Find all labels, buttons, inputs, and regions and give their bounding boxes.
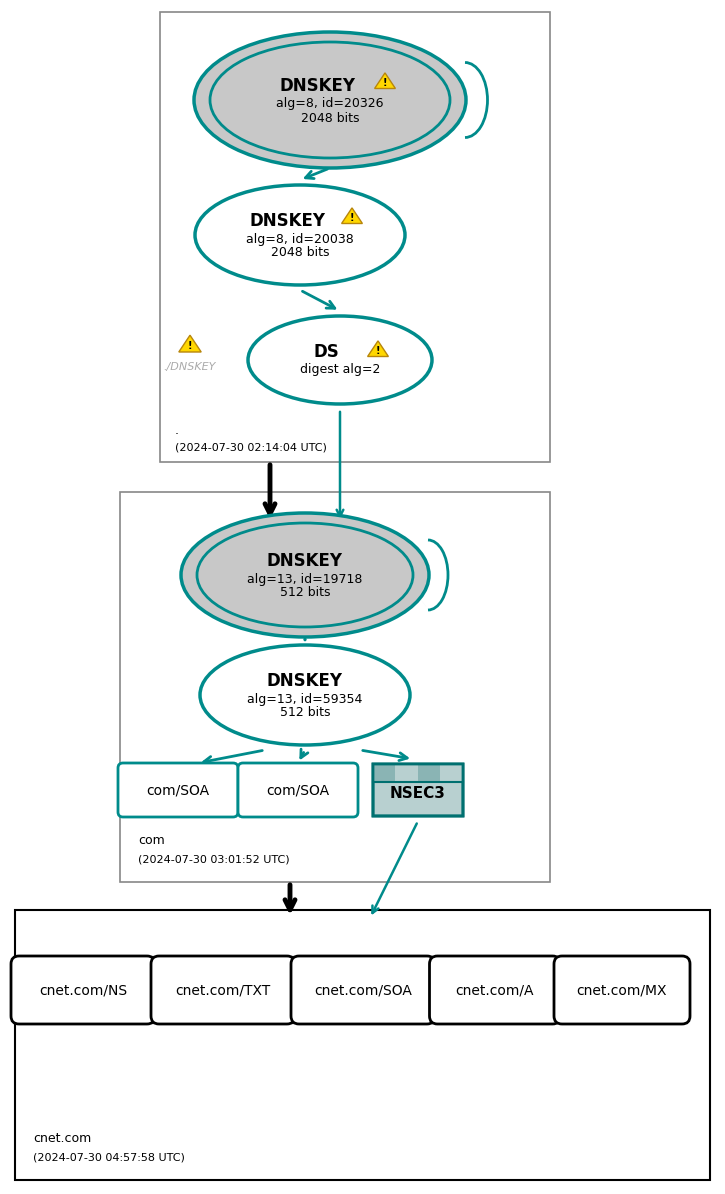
Polygon shape — [375, 73, 395, 88]
Text: (2024-07-30 03:01:52 UTC): (2024-07-30 03:01:52 UTC) — [138, 854, 289, 864]
Text: DNSKEY: DNSKEY — [267, 552, 343, 570]
Polygon shape — [441, 764, 463, 782]
Text: (2024-07-30 02:14:04 UTC): (2024-07-30 02:14:04 UTC) — [175, 442, 327, 453]
FancyBboxPatch shape — [11, 956, 155, 1024]
Text: cnet.com/MX: cnet.com/MX — [577, 983, 667, 997]
Text: cnet.com/A: cnet.com/A — [456, 983, 534, 997]
Text: NSEC3: NSEC3 — [390, 787, 446, 801]
Text: !: ! — [188, 341, 192, 351]
Polygon shape — [418, 764, 441, 782]
Text: 512 bits: 512 bits — [280, 707, 331, 720]
Text: com/SOA: com/SOA — [146, 783, 210, 798]
Text: !: ! — [376, 346, 380, 356]
FancyBboxPatch shape — [554, 956, 690, 1024]
Text: alg=8, id=20326: alg=8, id=20326 — [276, 98, 384, 111]
Ellipse shape — [195, 185, 405, 285]
Text: DNSKEY: DNSKEY — [250, 213, 326, 230]
Bar — [120, 492, 550, 882]
Polygon shape — [368, 341, 389, 357]
Polygon shape — [396, 764, 418, 782]
Ellipse shape — [200, 645, 410, 745]
Text: 2048 bits: 2048 bits — [270, 246, 329, 259]
Text: DS: DS — [313, 343, 339, 361]
Text: 512 bits: 512 bits — [280, 586, 331, 599]
FancyBboxPatch shape — [238, 763, 358, 817]
Text: DNSKEY: DNSKEY — [267, 672, 343, 690]
Text: !: ! — [349, 214, 355, 223]
Text: cnet.com/NS: cnet.com/NS — [39, 983, 127, 997]
Text: alg=13, id=59354: alg=13, id=59354 — [247, 693, 362, 706]
FancyBboxPatch shape — [429, 956, 560, 1024]
Ellipse shape — [194, 32, 466, 168]
Ellipse shape — [248, 316, 432, 404]
Bar — [160, 12, 550, 462]
Text: com/SOA: com/SOA — [266, 783, 330, 798]
Text: .: . — [175, 424, 179, 437]
Text: (2024-07-30 04:57:58 UTC): (2024-07-30 04:57:58 UTC) — [33, 1152, 185, 1162]
Text: digest alg=2: digest alg=2 — [300, 363, 380, 376]
Text: !: ! — [383, 79, 387, 88]
FancyBboxPatch shape — [118, 763, 238, 817]
Text: alg=13, id=19718: alg=13, id=19718 — [247, 572, 362, 585]
Text: alg=8, id=20038: alg=8, id=20038 — [246, 233, 354, 246]
FancyBboxPatch shape — [291, 956, 435, 1024]
Text: com: com — [138, 833, 165, 847]
Bar — [15, 910, 710, 1180]
Text: cnet.com: cnet.com — [33, 1132, 91, 1145]
Text: DNSKEY: DNSKEY — [280, 76, 356, 96]
Polygon shape — [341, 208, 362, 223]
Text: ./DNSKEY: ./DNSKEY — [164, 362, 216, 373]
Polygon shape — [179, 336, 202, 352]
FancyBboxPatch shape — [151, 956, 295, 1024]
FancyBboxPatch shape — [373, 764, 463, 816]
Text: 2048 bits: 2048 bits — [301, 111, 360, 124]
Polygon shape — [373, 764, 396, 782]
Text: cnet.com/TXT: cnet.com/TXT — [175, 983, 270, 997]
Text: cnet.com/SOA: cnet.com/SOA — [314, 983, 412, 997]
Ellipse shape — [181, 513, 429, 638]
